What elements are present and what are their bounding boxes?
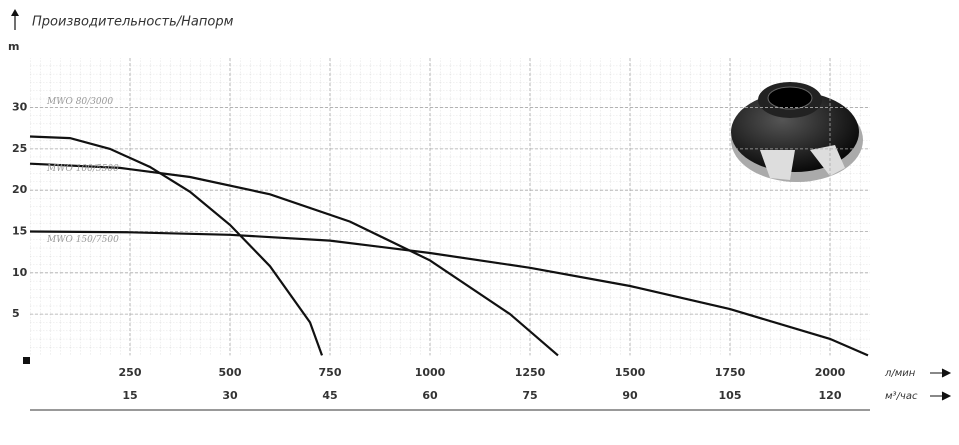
x-tick-label: 500: [219, 366, 242, 379]
y-tick-label: 10: [12, 266, 28, 279]
x2-tick-label: 90: [622, 389, 638, 402]
series-label: MWO 150/7500: [46, 235, 119, 245]
x2-tick-label: 105: [719, 389, 742, 402]
y-tick-label: 15: [12, 224, 27, 237]
x-tick-label: 250: [119, 366, 142, 379]
x-axis-label: л/мин: [884, 368, 916, 379]
x-arrow: [930, 368, 952, 378]
x2-tick-label: 15: [122, 389, 137, 402]
origin-marker: [23, 357, 30, 364]
x2-axis-label: м³/час: [885, 391, 918, 402]
x2-tick-label: 120: [819, 389, 842, 402]
minor-grid: [30, 58, 870, 355]
curve: [29, 230, 869, 357]
chart-title: Производительность/Напорм: [32, 15, 234, 30]
x2-tick-label: 60: [422, 389, 438, 402]
y-arrow-head: [11, 9, 19, 16]
curve: [29, 162, 559, 357]
x-tick-label: 2000: [815, 366, 846, 379]
y-tick-label: 30: [12, 101, 28, 114]
y-axis-label: m: [8, 40, 19, 53]
y-tick-label: 25: [12, 142, 27, 155]
x-tick-label: 1000: [415, 366, 446, 379]
x2-tick-label: 45: [322, 389, 337, 402]
y-tick-label: 5: [12, 307, 20, 320]
series-label: MWO 100/5500: [46, 164, 119, 174]
x2-tick-label: 30: [222, 389, 238, 402]
y-tick-label: 20: [12, 183, 28, 196]
x-tick-label: 1250: [515, 366, 546, 379]
x-tick-label: 1750: [715, 366, 746, 379]
curve: [29, 135, 324, 356]
x-tick-label: 1500: [615, 366, 646, 379]
x2-arrow: [930, 391, 952, 401]
series-label: MWO 80/3000: [46, 97, 113, 107]
x-tick-label: 750: [319, 366, 342, 379]
x2-tick-label: 75: [522, 389, 537, 402]
